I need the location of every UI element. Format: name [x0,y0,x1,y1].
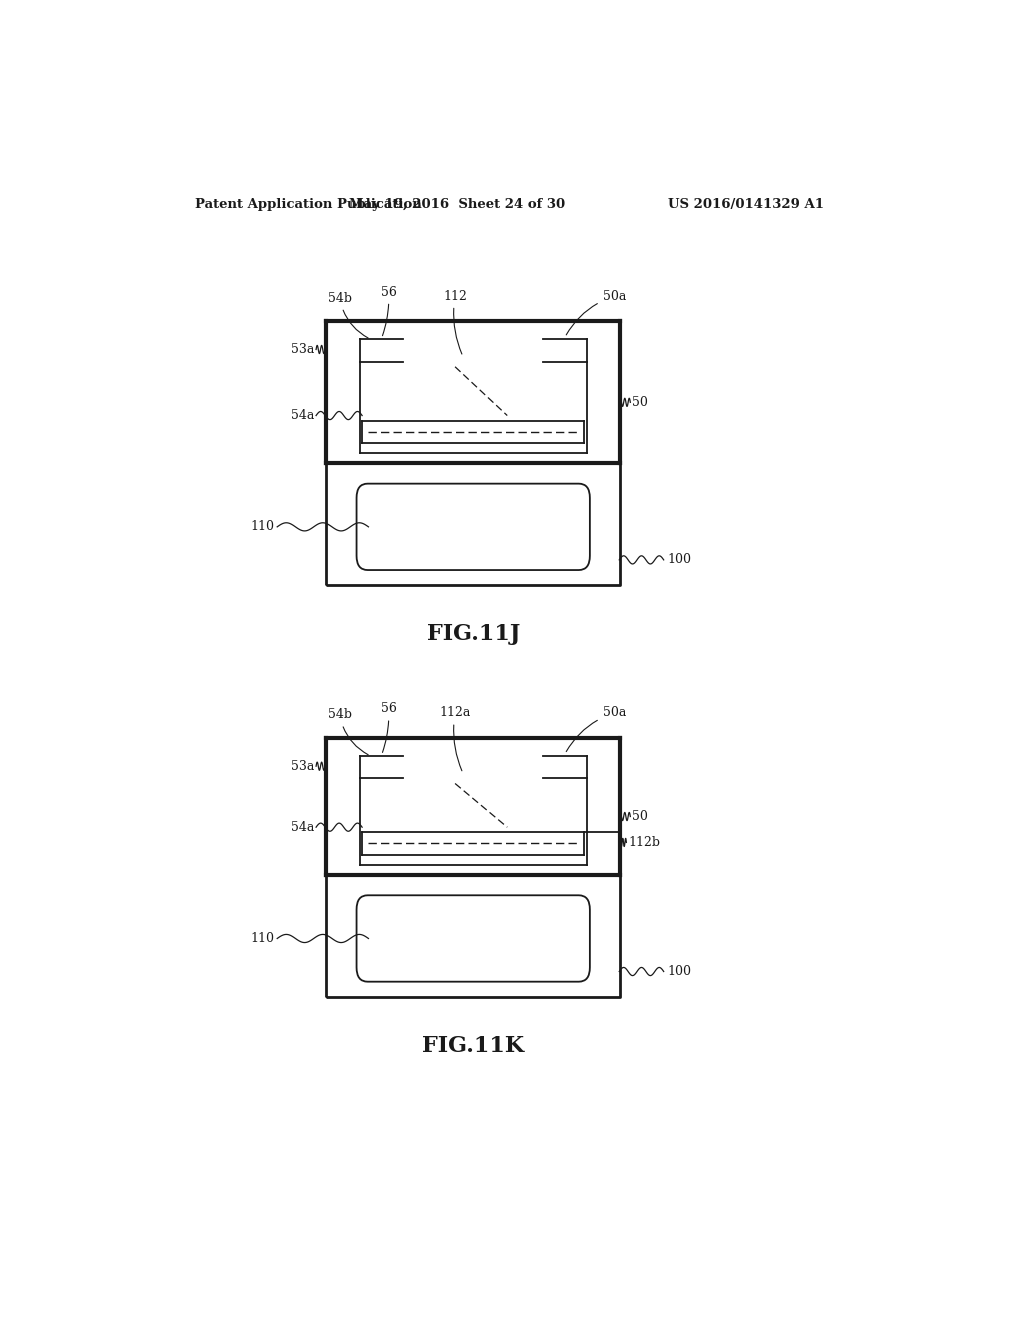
Text: 53a: 53a [291,760,314,772]
Text: FIG.11K: FIG.11K [422,1035,524,1057]
Text: 50: 50 [632,396,648,409]
Text: 54b: 54b [328,709,369,755]
Text: 53a: 53a [291,343,314,356]
Text: US 2016/0141329 A1: US 2016/0141329 A1 [668,198,823,211]
Text: 54a: 54a [291,409,314,422]
Text: May 19, 2016  Sheet 24 of 30: May 19, 2016 Sheet 24 of 30 [349,198,565,211]
Text: 110: 110 [251,520,274,533]
Text: 100: 100 [668,553,691,566]
Text: FIG.11J: FIG.11J [427,623,520,645]
Text: 54b: 54b [328,292,369,338]
Text: 56: 56 [381,702,396,752]
Text: Patent Application Publication: Patent Application Publication [196,198,422,211]
Text: 112b: 112b [628,836,660,849]
Text: 54a: 54a [291,821,314,834]
Text: 100: 100 [668,965,691,978]
Text: 50a: 50a [566,706,626,751]
Text: 50a: 50a [566,289,626,335]
Text: 112: 112 [443,289,467,354]
Text: 56: 56 [381,285,396,335]
Text: 112a: 112a [439,706,471,771]
Text: 50: 50 [632,810,648,822]
Text: 110: 110 [251,932,274,945]
